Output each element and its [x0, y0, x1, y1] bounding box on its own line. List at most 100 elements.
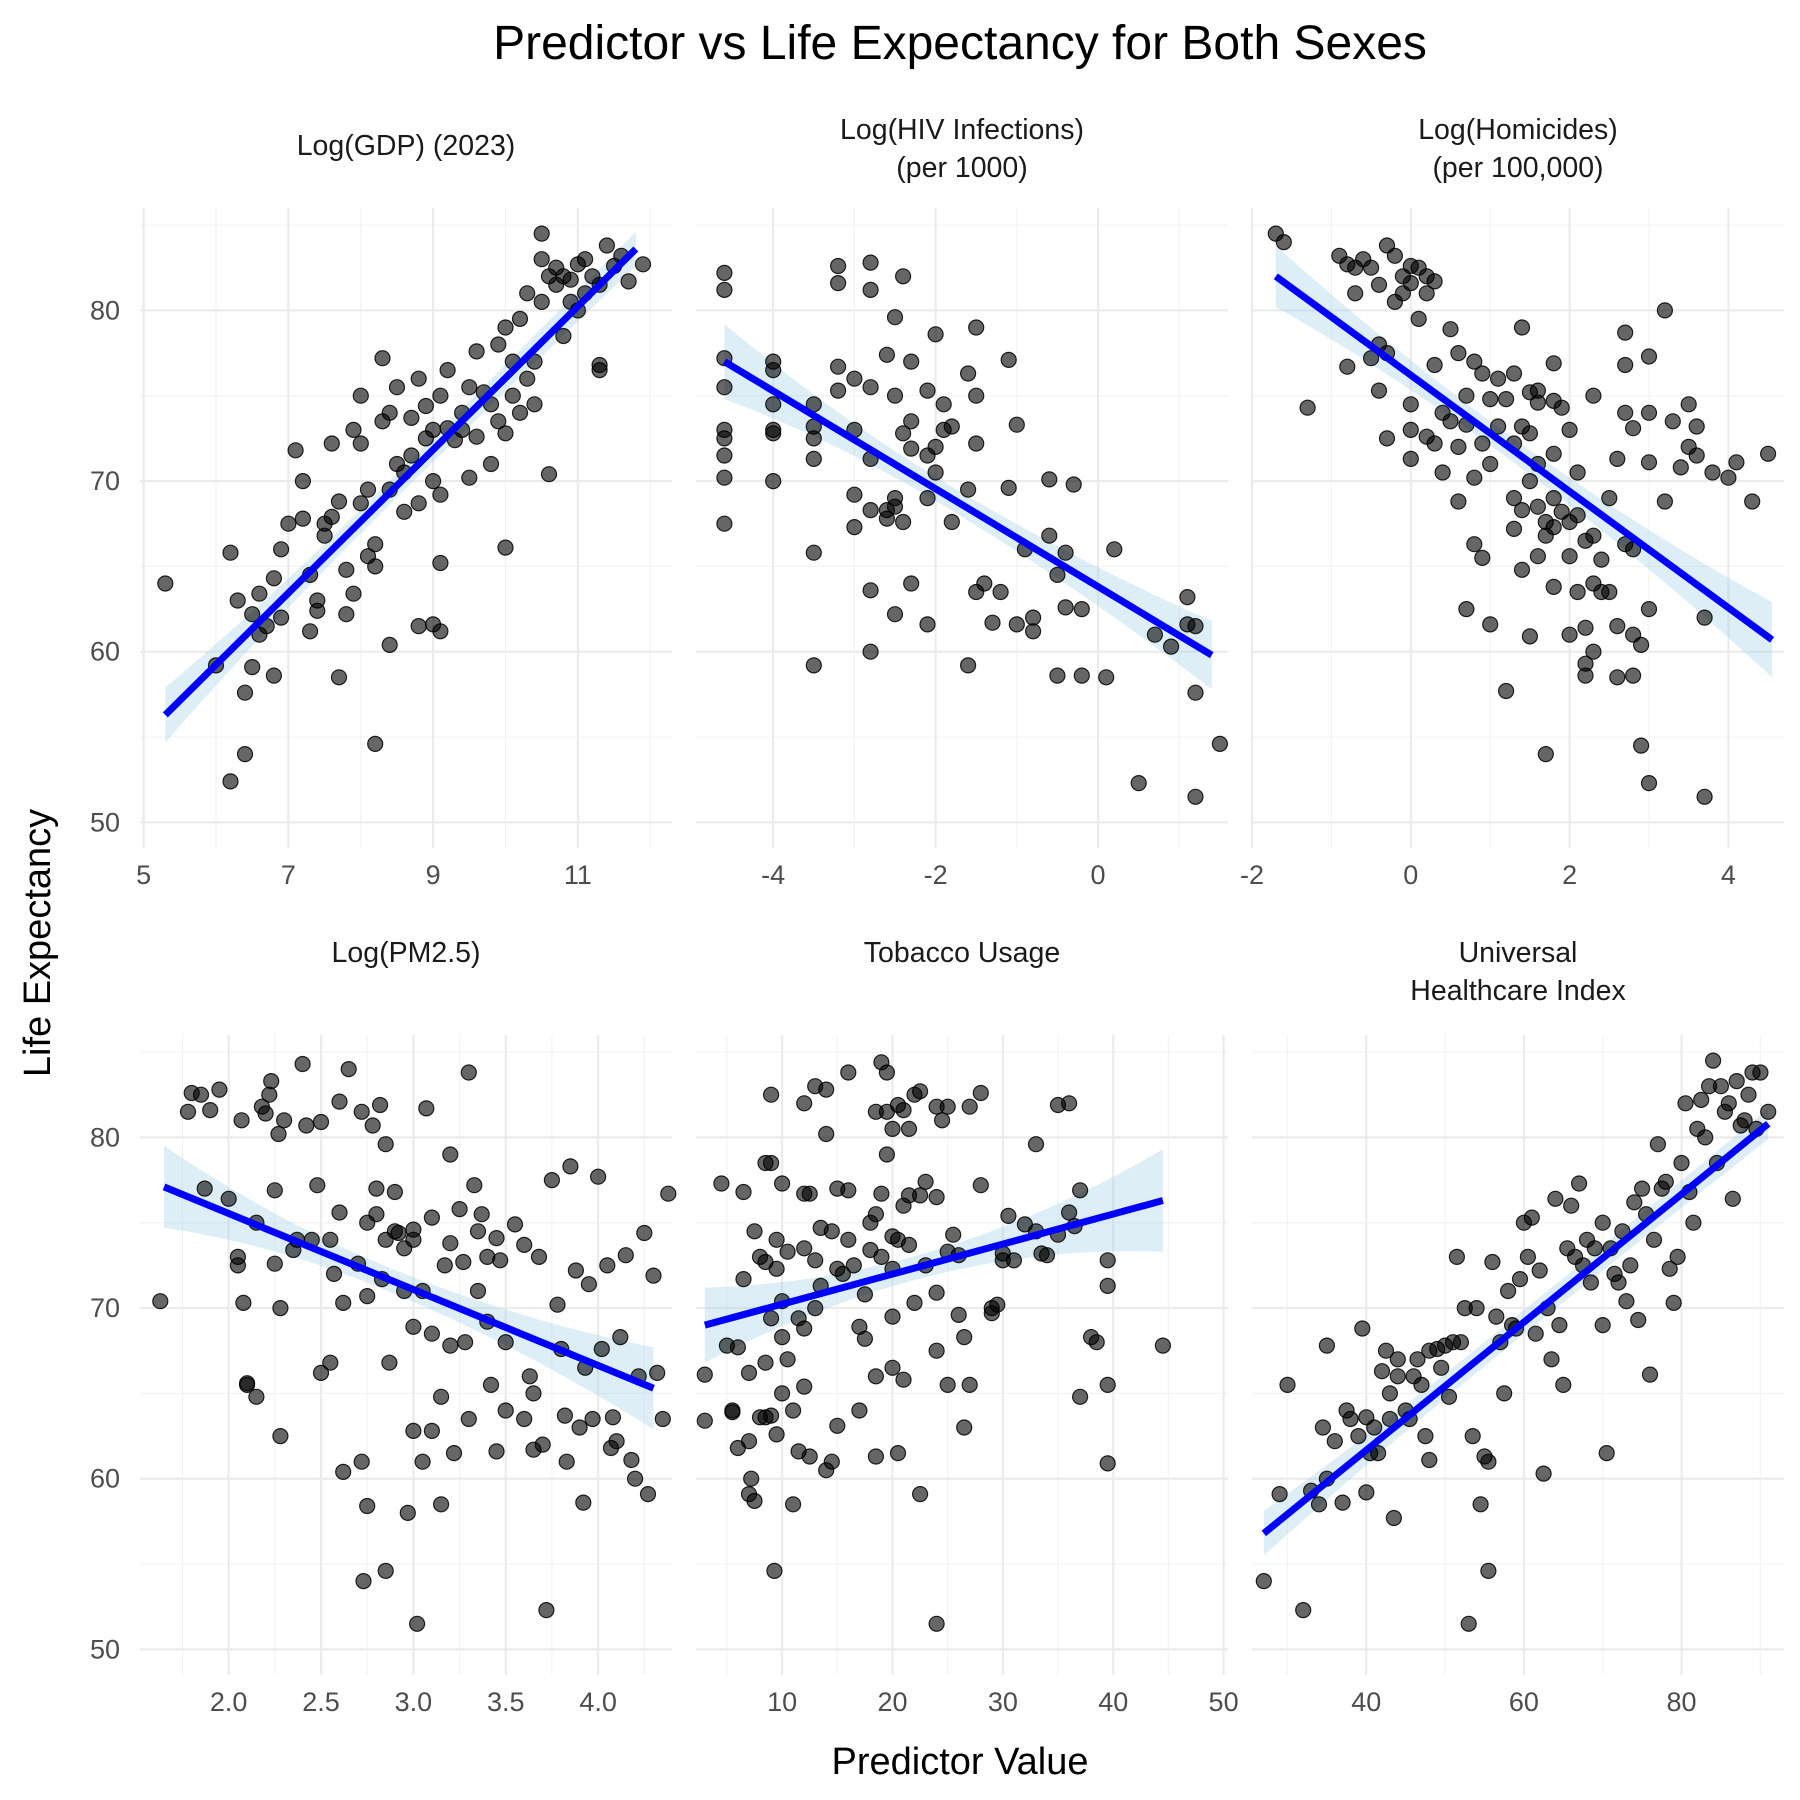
x-tick-label: 0	[1091, 860, 1106, 890]
facet-title: Log(PM2.5)	[332, 937, 481, 969]
data-point	[1519, 1248, 1537, 1266]
data-point	[589, 1168, 607, 1185]
data-point	[1720, 1095, 1737, 1112]
data-point	[1318, 1337, 1336, 1354]
data-point	[968, 387, 985, 404]
data-point	[757, 1354, 774, 1371]
data-point	[724, 1404, 741, 1421]
data-point	[1187, 788, 1204, 805]
data-point	[229, 592, 246, 609]
x-tick-label: 3.0	[395, 1687, 433, 1717]
data-point	[497, 1334, 514, 1351]
data-point	[239, 1375, 256, 1392]
data-point	[506, 1216, 524, 1233]
data-point	[878, 1064, 896, 1081]
data-point	[1640, 454, 1658, 471]
data-point	[784, 1402, 802, 1419]
data-point	[1450, 345, 1467, 362]
data-point	[943, 418, 960, 435]
data-point	[263, 1072, 280, 1090]
data-point	[353, 1453, 370, 1470]
data-point	[338, 561, 355, 578]
data-point	[591, 356, 608, 374]
data-point	[1664, 413, 1681, 430]
data-point	[1426, 435, 1443, 452]
data-point	[1466, 353, 1483, 370]
data-point	[1442, 413, 1459, 430]
data-point	[439, 362, 456, 379]
data-point	[1496, 1385, 1513, 1402]
data-point	[488, 1443, 505, 1460]
data-point	[273, 541, 290, 558]
data-point	[359, 481, 377, 498]
data-point	[352, 387, 369, 404]
data-point	[768, 1260, 785, 1277]
data-point	[451, 1200, 468, 1218]
data-point	[716, 469, 733, 486]
data-point	[1049, 667, 1066, 684]
data-point	[538, 1601, 555, 1619]
data-point	[423, 1209, 440, 1226]
facet-title: Healthcare Index	[1410, 975, 1625, 1007]
data-point	[716, 515, 733, 532]
data-point	[386, 1183, 403, 1201]
data-point	[779, 1243, 796, 1260]
data-point	[1688, 418, 1705, 435]
data-point	[490, 336, 507, 353]
data-point	[992, 583, 1009, 601]
data-point	[927, 438, 944, 455]
data-point	[403, 409, 420, 426]
data-point	[211, 1081, 228, 1098]
data-point	[911, 1485, 929, 1503]
data-point	[829, 358, 847, 375]
data-point	[519, 370, 536, 387]
facet-title: Log(HIV Infections)	[840, 114, 1084, 146]
data-point	[555, 327, 572, 345]
data-point	[1389, 1351, 1406, 1368]
data-point	[928, 1284, 945, 1301]
data-point	[325, 1265, 343, 1283]
data-point	[461, 379, 478, 396]
data-point	[445, 1444, 463, 1462]
data-point	[1553, 399, 1570, 416]
facet-panel-5: 10 20 30 40 50 Tobacco Usage	[696, 937, 1239, 1717]
data-point	[873, 1248, 890, 1266]
data-point	[473, 1206, 490, 1223]
data-point	[1162, 638, 1180, 655]
data-point	[1099, 1376, 1116, 1394]
data-point	[1521, 628, 1539, 645]
data-point	[1585, 643, 1602, 660]
data-point	[1598, 1444, 1615, 1462]
data-point	[229, 1257, 246, 1274]
data-point	[265, 667, 282, 684]
data-point	[654, 1410, 671, 1428]
regression-line	[703, 1197, 1164, 1329]
data-point	[244, 606, 261, 623]
data-point	[1060, 1095, 1078, 1112]
data-point	[1480, 1453, 1497, 1470]
data-point	[1450, 493, 1467, 510]
data-point	[884, 1359, 901, 1376]
data-point	[796, 1095, 813, 1112]
data-point	[331, 1204, 348, 1221]
x-tick-label: -2	[924, 860, 948, 890]
data-point	[1008, 416, 1025, 433]
data-point	[1041, 471, 1058, 488]
data-point	[961, 1098, 978, 1115]
data-point	[928, 1188, 945, 1206]
data-point	[298, 1117, 315, 1134]
data-point	[604, 1409, 622, 1426]
data-point	[482, 1376, 500, 1394]
data-point	[1314, 1419, 1332, 1436]
y-tick-label: 60	[90, 637, 120, 667]
data-point	[1065, 476, 1082, 493]
data-point	[762, 1086, 780, 1103]
data-point	[649, 1364, 666, 1382]
data-point	[352, 495, 369, 512]
y-tick-label: 80	[90, 1122, 120, 1152]
data-point	[1680, 396, 1697, 413]
data-point	[1531, 1262, 1548, 1279]
data-point	[1645, 1231, 1663, 1248]
data-point	[372, 1096, 389, 1114]
data-point	[410, 495, 427, 512]
